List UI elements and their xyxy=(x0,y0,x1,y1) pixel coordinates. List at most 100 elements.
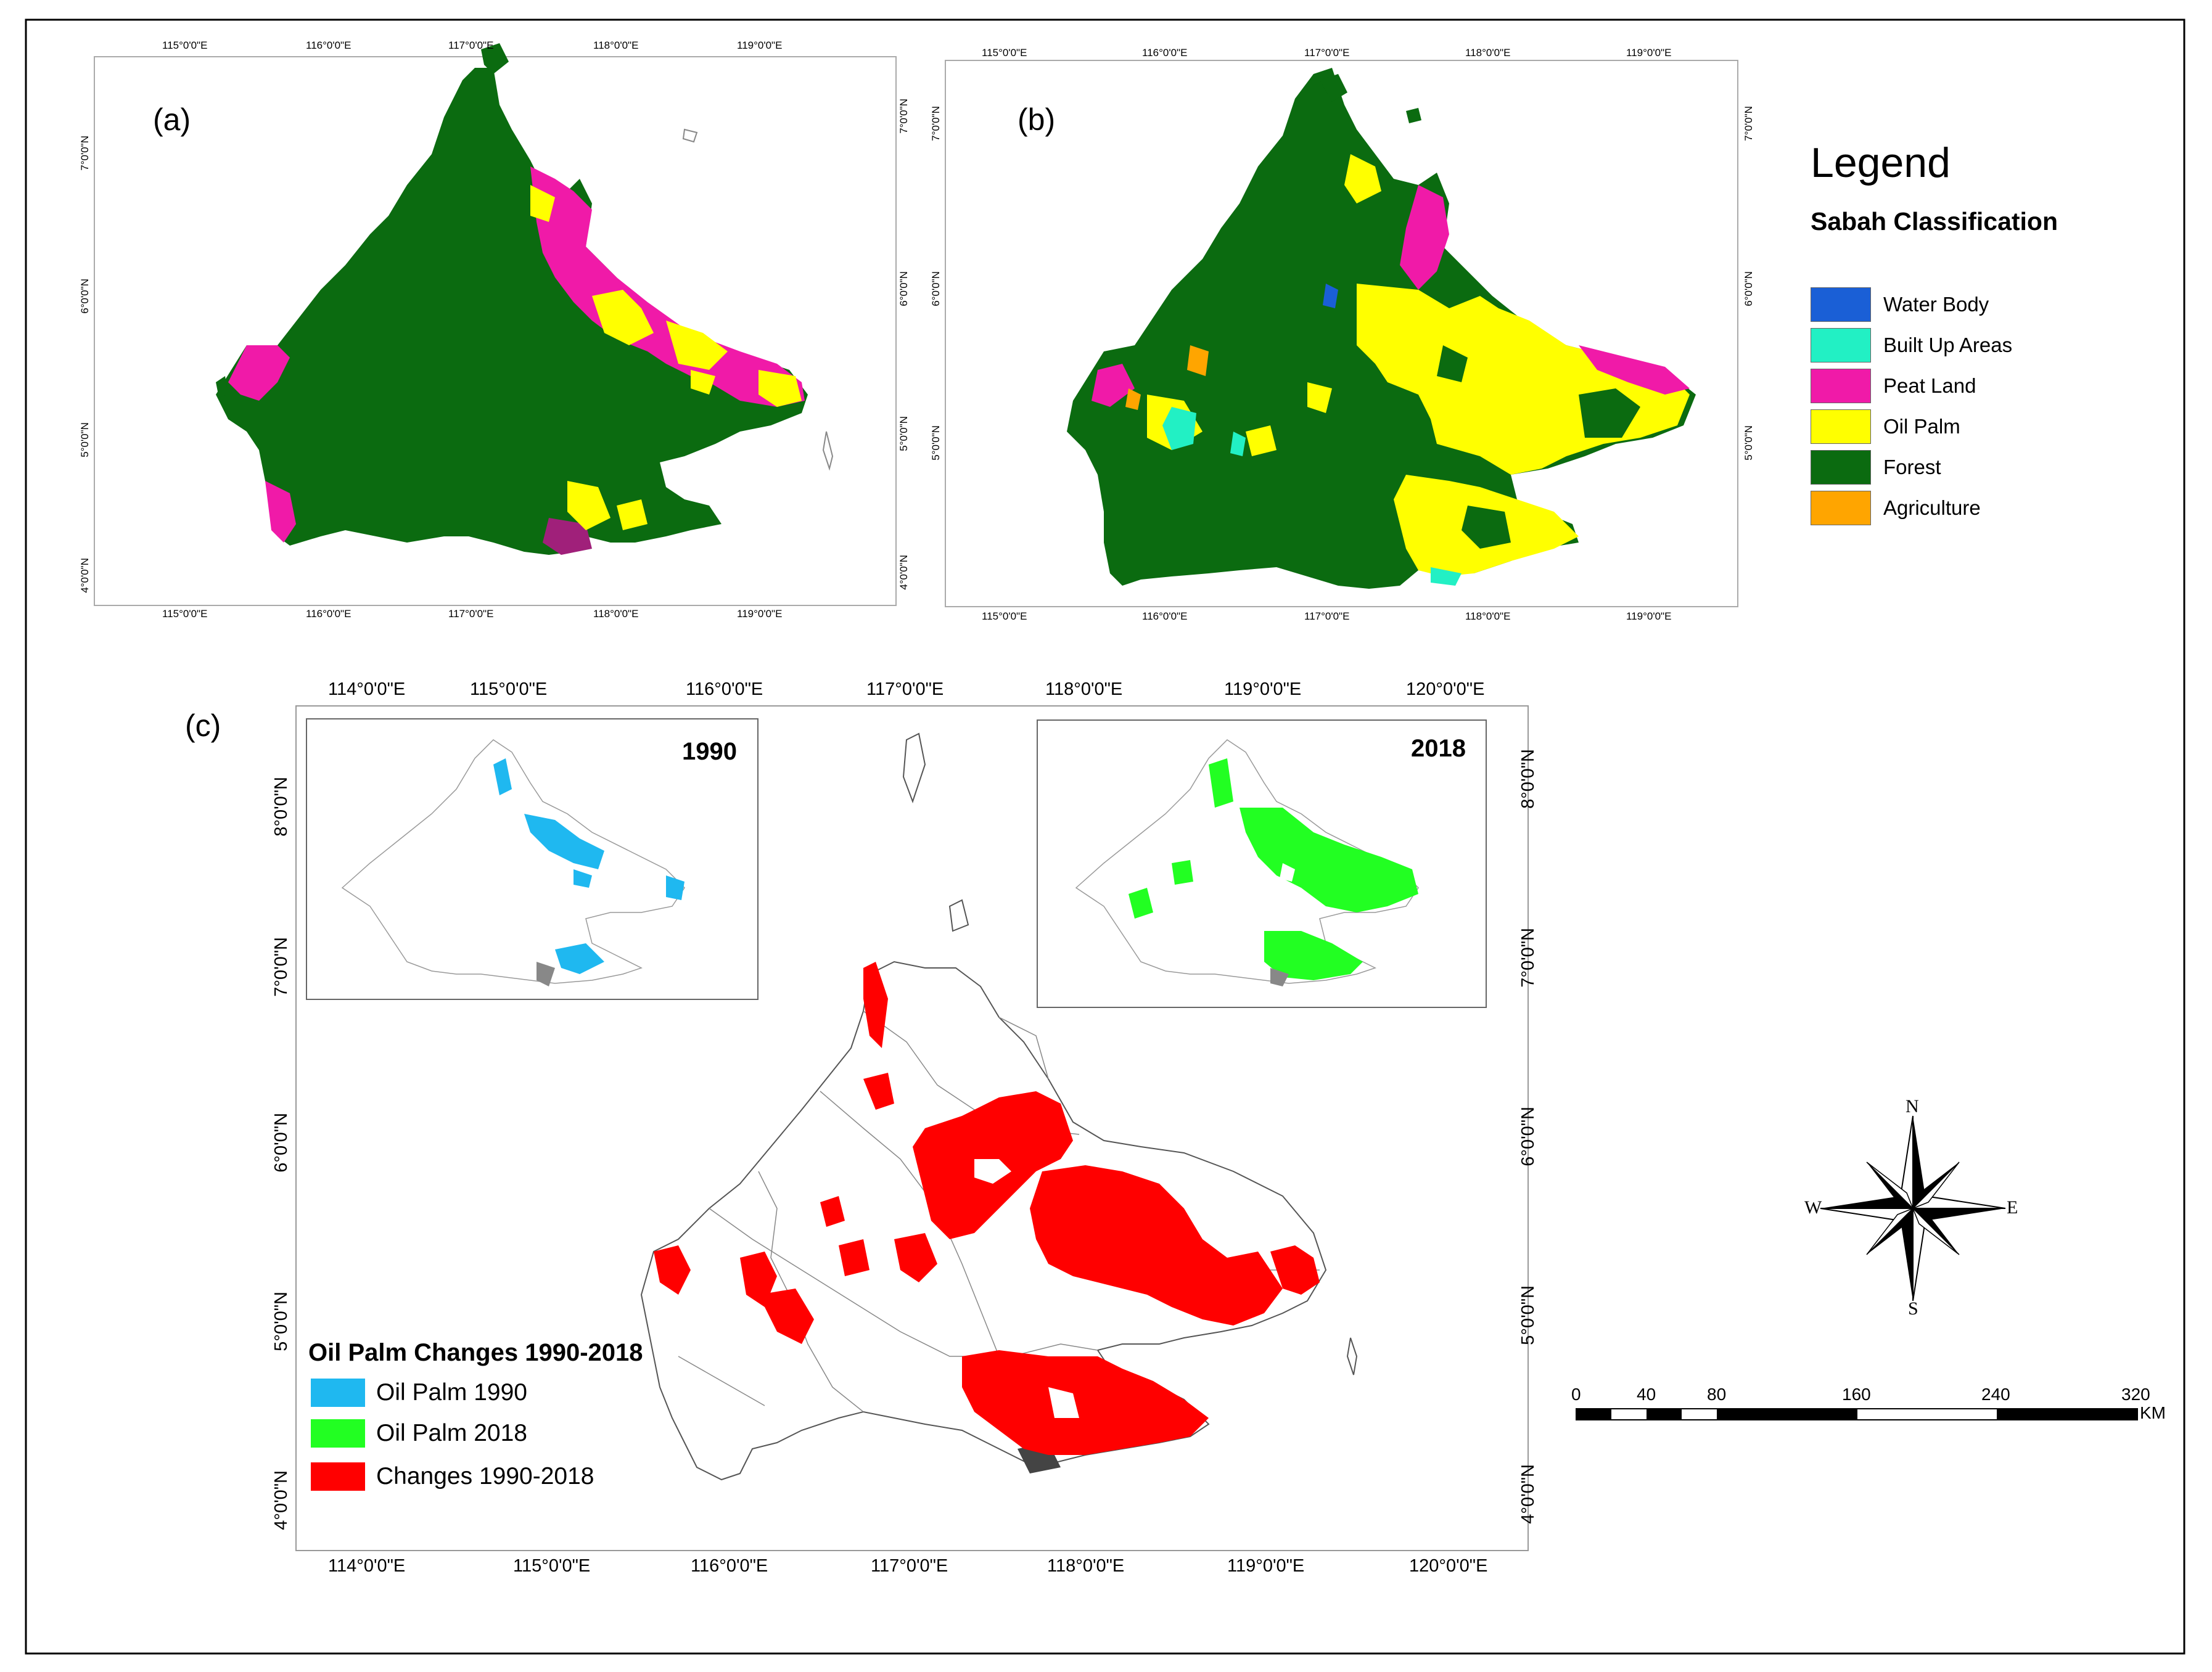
figure-frame xyxy=(25,18,2185,1655)
legend-item-label: Agriculture xyxy=(1883,496,1981,519)
legend-item-agriculture: Agriculture xyxy=(1811,491,1981,525)
b-top-lon-4: 118°0'0"E xyxy=(1465,47,1511,59)
c-top-lon-1: 114°0'0"E xyxy=(328,679,406,699)
scale-tick-0: 0 xyxy=(1571,1385,1581,1404)
b-top-lon-1: 115°0'0"E xyxy=(982,47,1027,59)
legend-item-forest: Forest xyxy=(1811,450,1941,485)
c-bot-lon-6: 119°0'0"E xyxy=(1227,1556,1305,1576)
c-right-lat-1: 8°0'0"N xyxy=(1518,749,1538,809)
water-body-swatch xyxy=(1811,287,1871,322)
scale-tick-160: 160 xyxy=(1842,1385,1871,1404)
scale-tick-240: 240 xyxy=(1981,1385,2010,1404)
oil-palm-swatch xyxy=(1811,409,1871,444)
scale-tick-40: 40 xyxy=(1637,1385,1656,1404)
a-left-lat-2: 6°0'0"N xyxy=(79,279,91,314)
a-bot-lon-1: 115°0'0"E xyxy=(162,608,208,620)
inset-2018-year: 2018 xyxy=(1411,735,1466,762)
a-bot-lon-5: 119°0'0"E xyxy=(737,608,783,620)
a-left-lat-4: 4°0'0"N xyxy=(79,558,91,593)
change-legend-label: Oil Palm 1990 xyxy=(376,1379,527,1406)
c-bot-lon-1: 114°0'0"E xyxy=(328,1556,406,1576)
legend-item-label: Oil Palm xyxy=(1883,415,1960,438)
legend-item-peat-land: Peat Land xyxy=(1811,369,1976,403)
map-a xyxy=(216,43,834,555)
legend-item-built-up: Built Up Areas xyxy=(1811,328,2012,363)
c-left-lat-3: 6°0'0"N xyxy=(271,1113,291,1173)
legend-subtitle: Sabah Classification xyxy=(1811,207,2058,236)
b-bot-lon-1: 115°0'0"E xyxy=(982,610,1027,622)
c-right-lat-5: 4°0'0"N xyxy=(1518,1464,1538,1524)
built-up-swatch xyxy=(1811,328,1871,363)
compass-south-label: S xyxy=(1908,1298,1918,1319)
c-bot-lon-5: 118°0'0"E xyxy=(1047,1556,1125,1576)
a-top-lon-3: 117°0'0"E xyxy=(448,39,494,51)
c-top-lon-6: 119°0'0"E xyxy=(1224,679,1302,699)
c-top-lon-5: 118°0'0"E xyxy=(1045,679,1123,699)
c-left-lat-2: 7°0'0"N xyxy=(271,937,291,997)
panel-c-label: (c) xyxy=(185,708,221,743)
change-legend-label: Oil Palm 2018 xyxy=(376,1420,527,1446)
map-c-changes xyxy=(654,962,1320,1455)
change-legend-item-oil-palm-1990: Oil Palm 1990 xyxy=(311,1379,527,1407)
panel-b-frame xyxy=(945,60,1738,607)
b-right-lat-1: 7°0'0"N xyxy=(1743,106,1754,141)
c-top-lon-7: 120°0'0"E xyxy=(1406,679,1485,699)
scale-tick-320: 320 xyxy=(2121,1385,2150,1404)
c-right-lat-2: 7°0'0"N xyxy=(1518,928,1538,988)
c-bot-lon-3: 116°0'0"E xyxy=(691,1556,768,1576)
agriculture-swatch xyxy=(1811,491,1871,525)
b-right-lat-3: 5°0'0"N xyxy=(1743,425,1754,461)
b-right-lat-2: 6°0'0"N xyxy=(1743,271,1754,306)
compass-east-label: E xyxy=(2007,1197,2018,1218)
a-right-lat-2: 6°0'0"N xyxy=(898,271,910,306)
legend-item-water-body: Water Body xyxy=(1811,287,1989,322)
c-left-lat-5: 4°0'0"N xyxy=(271,1470,291,1530)
c-top-lon-2: 115°0'0"E xyxy=(470,679,548,699)
panel-b-label: (b) xyxy=(1018,102,1056,137)
legend-item-oil-palm: Oil Palm xyxy=(1811,409,1960,444)
legend-title: Legend xyxy=(1811,139,1951,186)
a-top-lon-4: 118°0'0"E xyxy=(593,39,639,51)
panel-c-frame xyxy=(295,705,1529,1551)
oil-palm-2018-swatch xyxy=(311,1419,365,1448)
b-top-lon-2: 116°0'0"E xyxy=(1142,47,1188,59)
change-legend-label: Changes 1990-2018 xyxy=(376,1463,594,1490)
b-left-lat-3: 5°0'0"N xyxy=(930,425,942,461)
change-legend-item-oil-palm-2018: Oil Palm 2018 xyxy=(311,1419,527,1448)
oil-palm-1990-swatch xyxy=(311,1379,365,1407)
a-bot-lon-3: 117°0'0"E xyxy=(448,608,494,620)
compass-west-label: W xyxy=(1804,1197,1822,1218)
a-bot-lon-2: 116°0'0"E xyxy=(306,608,352,620)
a-top-lon-1: 115°0'0"E xyxy=(162,39,208,51)
a-bot-lon-4: 118°0'0"E xyxy=(593,608,639,620)
change-legend-item-changes: Changes 1990-2018 xyxy=(311,1462,594,1491)
c-left-lat-1: 8°0'0"N xyxy=(271,777,291,837)
c-top-lon-3: 116°0'0"E xyxy=(686,679,763,699)
b-bot-lon-4: 118°0'0"E xyxy=(1465,610,1511,622)
c-bot-lon-7: 120°0'0"E xyxy=(1409,1556,1488,1576)
inset-1990-map xyxy=(341,739,685,986)
b-bot-lon-3: 117°0'0"E xyxy=(1304,610,1350,622)
inset-2018-map xyxy=(1075,739,1419,986)
scale-tick-80: 80 xyxy=(1707,1385,1727,1404)
legend-item-label: Water Body xyxy=(1883,293,1989,316)
compass-north-label: N xyxy=(1906,1096,1919,1117)
b-left-lat-1: 7°0'0"N xyxy=(930,106,942,141)
scale-bar xyxy=(1576,1408,2138,1420)
legend-item-label: Forest xyxy=(1883,456,1941,478)
a-left-lat-3: 5°0'0"N xyxy=(79,422,91,457)
a-right-lat-1: 7°0'0"N xyxy=(898,99,910,134)
legend-item-label: Built Up Areas xyxy=(1883,334,2013,356)
c-bot-lon-2: 115°0'0"E xyxy=(513,1556,591,1576)
c-right-lat-4: 5°0'0"N xyxy=(1518,1285,1538,1345)
changes-swatch xyxy=(311,1462,365,1491)
inset-1990-year: 1990 xyxy=(682,738,737,765)
c-left-lat-4: 5°0'0"N xyxy=(271,1292,291,1351)
a-top-lon-2: 116°0'0"E xyxy=(306,39,352,51)
peat-land-swatch xyxy=(1811,369,1871,403)
c-bot-lon-4: 117°0'0"E xyxy=(871,1556,948,1576)
a-left-lat-1: 7°0'0"N xyxy=(79,136,91,171)
legend-item-label: Peat Land xyxy=(1883,374,1976,397)
b-top-lon-3: 117°0'0"E xyxy=(1304,47,1350,59)
